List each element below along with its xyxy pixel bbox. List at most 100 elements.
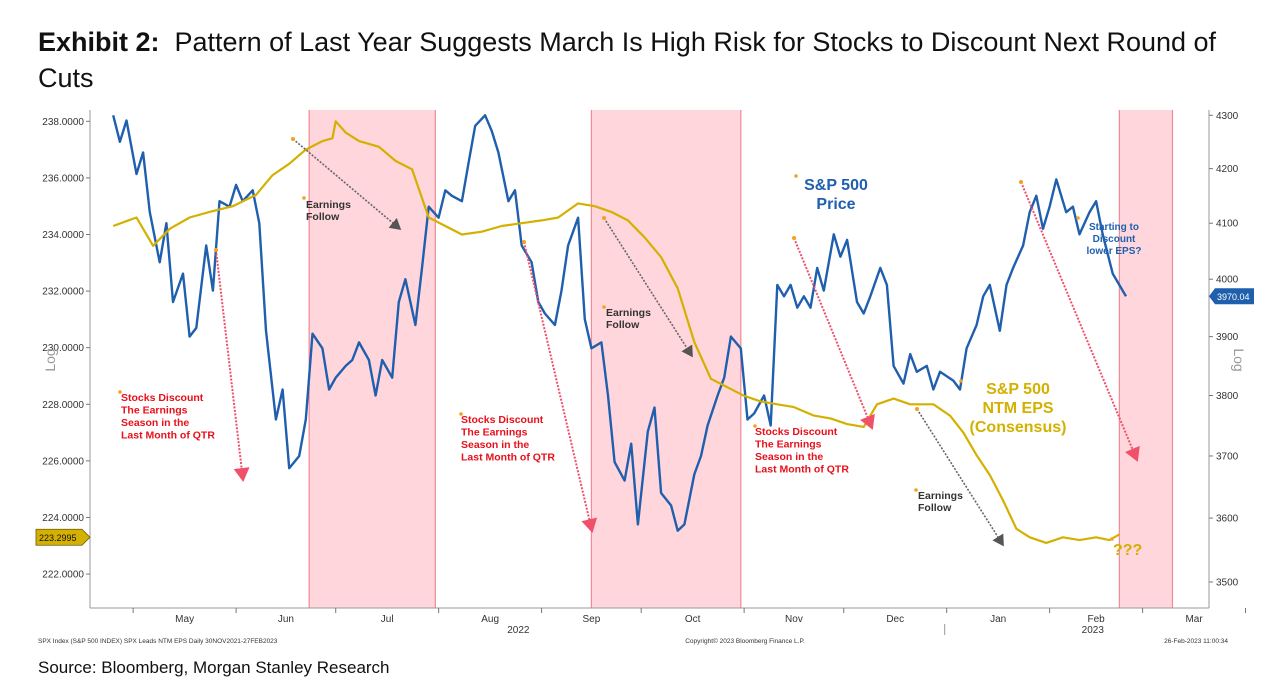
month-label: Oct [685, 614, 701, 625]
annotation-follow-3: Earnings Follow [918, 490, 963, 514]
red-arrow [215, 249, 250, 482]
exhibit-number: Exhibit 2: [38, 27, 160, 57]
arrow-origin-dot [214, 248, 218, 252]
label-origin-dot [459, 412, 463, 416]
month-label: Jan [990, 614, 1006, 625]
annotation-question: ??? [1113, 542, 1142, 559]
annotation-discount-2-line: The Earnings [461, 427, 528, 439]
arrow-origin-dot [602, 216, 606, 220]
year-label-2023: 2023 [1082, 625, 1105, 636]
month-label: Jun [278, 614, 294, 625]
annotation-follow-1-line: Follow [306, 211, 340, 223]
right-tick-label: 4000 [1216, 275, 1239, 286]
annotation-starting-line: lower EPS? [1086, 246, 1141, 257]
annotation-price-line: Price [816, 196, 855, 213]
right-tick-label: 3800 [1216, 391, 1239, 402]
left-tick-label: 238.0000 [42, 117, 84, 128]
footer-left: SPX Index (S&P 500 INDEX) SPX Leads NTM … [38, 638, 278, 645]
right-tick-label: 3500 [1216, 577, 1239, 588]
annotation-discount-1-line: Last Month of QTR [121, 430, 215, 442]
series-lines [112, 114, 1128, 545]
annotation-discount-1-line: The Earnings [121, 405, 188, 417]
right-tick-label: 4300 [1216, 111, 1239, 122]
left-last-value-badge [35, 528, 91, 546]
source-note: Source: Bloomberg, Morgan Stanley Resear… [38, 658, 390, 677]
footer-center: Copyright© 2023 Bloomberg Finance L.P. [685, 637, 805, 645]
label-origin-dot [1110, 537, 1114, 541]
annotation-discount-3-line: Last Month of QTR [755, 464, 849, 476]
right-tick-label: 4200 [1216, 164, 1239, 175]
arrow-origin-dot [1019, 180, 1023, 184]
right-last-value-badge [1209, 288, 1254, 305]
annotation-follow-3-line: Earnings [918, 490, 963, 502]
label-origin-dot [794, 174, 798, 178]
label-origin-dot [914, 488, 918, 492]
red-arrow [793, 237, 875, 430]
annotation-eps-line: NTM EPS [982, 400, 1053, 417]
month-label: Mar [1185, 614, 1203, 625]
page-title: Exhibit 2: Pattern of Last Year Suggests… [38, 24, 1258, 96]
left-tick-label: 230.0000 [42, 343, 84, 354]
annotations: Stocks Discount The Earnings Season in the… [118, 174, 1142, 559]
month-label: May [175, 614, 194, 625]
footer-right: 26-Feb-2023 11:00:34 [1164, 638, 1228, 645]
label-origin-dot [302, 196, 306, 200]
month-label: Aug [481, 614, 499, 625]
annotation-starting-line: Discount [1093, 234, 1136, 245]
annotation-eps: S&P 500 NTM EPS (Consensus) [970, 381, 1067, 436]
annotation-discount-2: Stocks Discount The Earnings Season in the… [461, 414, 555, 464]
gray-arrow [292, 138, 402, 231]
annotation-discount-3-line: The Earnings [755, 439, 822, 451]
right-tick-label: 3900 [1216, 332, 1239, 343]
annotation-follow-3-line: Follow [918, 502, 952, 514]
left-tick-label: 236.0000 [42, 173, 84, 184]
annotation-discount-3: Stocks Discount The Earnings Season in the… [755, 426, 849, 476]
month-label: Nov [785, 614, 803, 625]
year-label-2022: 2022 [507, 625, 530, 636]
annotation-discount-1-line: Stocks Discount [121, 392, 204, 404]
left-tick-label: 234.0000 [42, 230, 84, 241]
right-tick-label: 3700 [1216, 451, 1239, 462]
label-origin-dot [602, 305, 606, 309]
annotation-follow-2-line: Earnings [606, 307, 651, 319]
annotation-discount-1-line: Season in the [121, 417, 189, 429]
month-label: Dec [886, 614, 904, 625]
label-origin-dot [118, 390, 122, 394]
label-origin-dot [753, 424, 757, 428]
annotation-discount-2-line: Last Month of QTR [461, 452, 555, 464]
annotation-eps-line: (Consensus) [970, 419, 1067, 436]
annotation-starting: Starting to Discount lower EPS? [1086, 222, 1141, 257]
annotation-follow-1-line: Earnings [306, 199, 351, 211]
left-tick-label: 228.0000 [42, 400, 84, 411]
arrow-origin-dot [915, 407, 919, 411]
shaded-period-1 [309, 110, 436, 608]
last-value-badges: 223.2995 3970.04 [35, 288, 1254, 546]
axis-frame [89, 110, 1210, 609]
label-origin-dot [1076, 216, 1080, 220]
month-label: Sep [582, 614, 600, 625]
series-line-sp500-price [112, 114, 1128, 532]
gray-arrow [603, 217, 693, 358]
annotation-discount-2-line: Season in the [461, 439, 529, 451]
annotation-discount-3-line: Stocks Discount [755, 426, 838, 438]
left-tick-label: 226.0000 [42, 456, 84, 467]
annotation-price: S&P 500 Price [804, 177, 868, 213]
month-label: Feb [1087, 614, 1105, 625]
chart: 238.0000 236.0000 234.0000 232.0000 230.0000… [35, 110, 1254, 645]
series-line-ntm-eps [112, 120, 1120, 545]
x-axis: May Jun Jul Aug Sep Oct Nov Dec Jan Feb Mar 2022 202… [132, 608, 1247, 636]
shaded-period-3 [1119, 110, 1173, 608]
red-arrow [523, 241, 598, 533]
shaded-period-2 [591, 110, 741, 608]
right-tick-label: 4100 [1216, 219, 1239, 230]
month-label: Jul [381, 614, 394, 625]
left-tick-label: 224.0000 [42, 513, 84, 524]
annotation-discount-2-line: Stocks Discount [461, 414, 544, 426]
shaded-periods [308, 110, 1174, 608]
exhibit-title: Pattern of Last Year Suggests March Is H… [38, 27, 1217, 93]
annotation-price-line: S&P 500 [804, 177, 868, 194]
gray-arrow [916, 408, 1004, 547]
red-arrow [1020, 181, 1140, 462]
right-last-value-text: 3970.04 [1217, 292, 1250, 302]
arrow-origin-dot [522, 240, 526, 244]
